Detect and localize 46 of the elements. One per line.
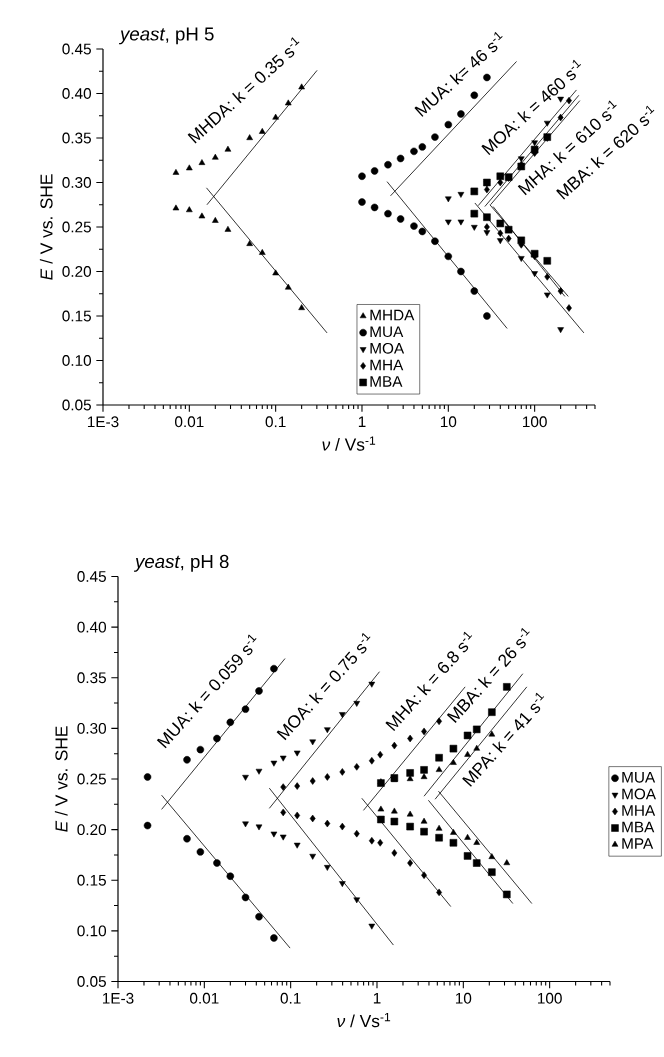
y-tick-label: 0.10: [77, 925, 107, 937]
y-tick-label: 0.20: [77, 824, 107, 836]
y-tick-label: 0.45: [62, 43, 91, 55]
y-tick-label: 0.15: [77, 874, 106, 886]
legend-label: MBA: [370, 376, 403, 387]
legend-label: MUA: [622, 771, 656, 783]
y-tick-label: 0.05: [77, 976, 106, 987]
y-tick-label: 0.25: [62, 221, 91, 233]
y-tick-label: 0.35: [62, 132, 91, 144]
x-axis-title: ν / Vs$^{-1}$: [337, 1012, 391, 1028]
legend-label: MHA: [622, 805, 656, 816]
x-tick-label: 1: [358, 416, 366, 427]
x-tick-label: 1E-3: [87, 416, 119, 428]
legend-label: MHA: [370, 359, 404, 371]
y-tick-label: 0.40: [62, 88, 92, 99]
y-tick-label: 0.25: [77, 773, 106, 785]
legend-label: MOA: [370, 342, 405, 354]
chart-title: yeast, pH 5: [118, 27, 214, 45]
x-tick-label: 0.01: [190, 992, 219, 1004]
x-tick-label: 0.1: [265, 416, 286, 428]
chart-title: yeast, pH 8: [133, 554, 229, 572]
legend-label: MUA: [370, 326, 404, 338]
legend-label: MOA: [622, 788, 656, 800]
y-tick-label: 0.20: [62, 266, 92, 277]
y-tick-label: 0.05: [62, 399, 91, 411]
x-tick-label: 1E-3: [102, 992, 134, 1004]
y-tick-label: 0.30: [77, 722, 107, 734]
y-axis-title: E / V vs. SHE: [54, 726, 68, 832]
y-tick-label: 0.30: [62, 177, 92, 188]
y-tick-label: 0.10: [62, 355, 92, 366]
y-tick-label: 0.15: [62, 310, 91, 322]
x-tick-label: 1: [373, 992, 381, 1004]
x-axis-title: ν / Vs$^{-1}$: [322, 436, 376, 451]
y-tick-label: 0.35: [77, 672, 106, 684]
x-tick-label: 10: [440, 416, 457, 428]
y-axis-title: E / V vs. SHE: [39, 174, 53, 280]
y-tick-label: 0.40: [77, 621, 107, 633]
legend-label: MPA: [622, 838, 654, 849]
y-tick-label: 0.45: [77, 571, 106, 582]
x-tick-label: 0.1: [280, 992, 301, 1004]
x-tick-label: 0.01: [175, 416, 204, 428]
x-tick-label: 10: [455, 992, 472, 1004]
x-tick-label: 100: [523, 416, 547, 428]
x-tick-label: 100: [538, 992, 562, 1004]
legend-label: MBA: [622, 821, 655, 833]
legend-label: MHDA: [370, 309, 415, 321]
